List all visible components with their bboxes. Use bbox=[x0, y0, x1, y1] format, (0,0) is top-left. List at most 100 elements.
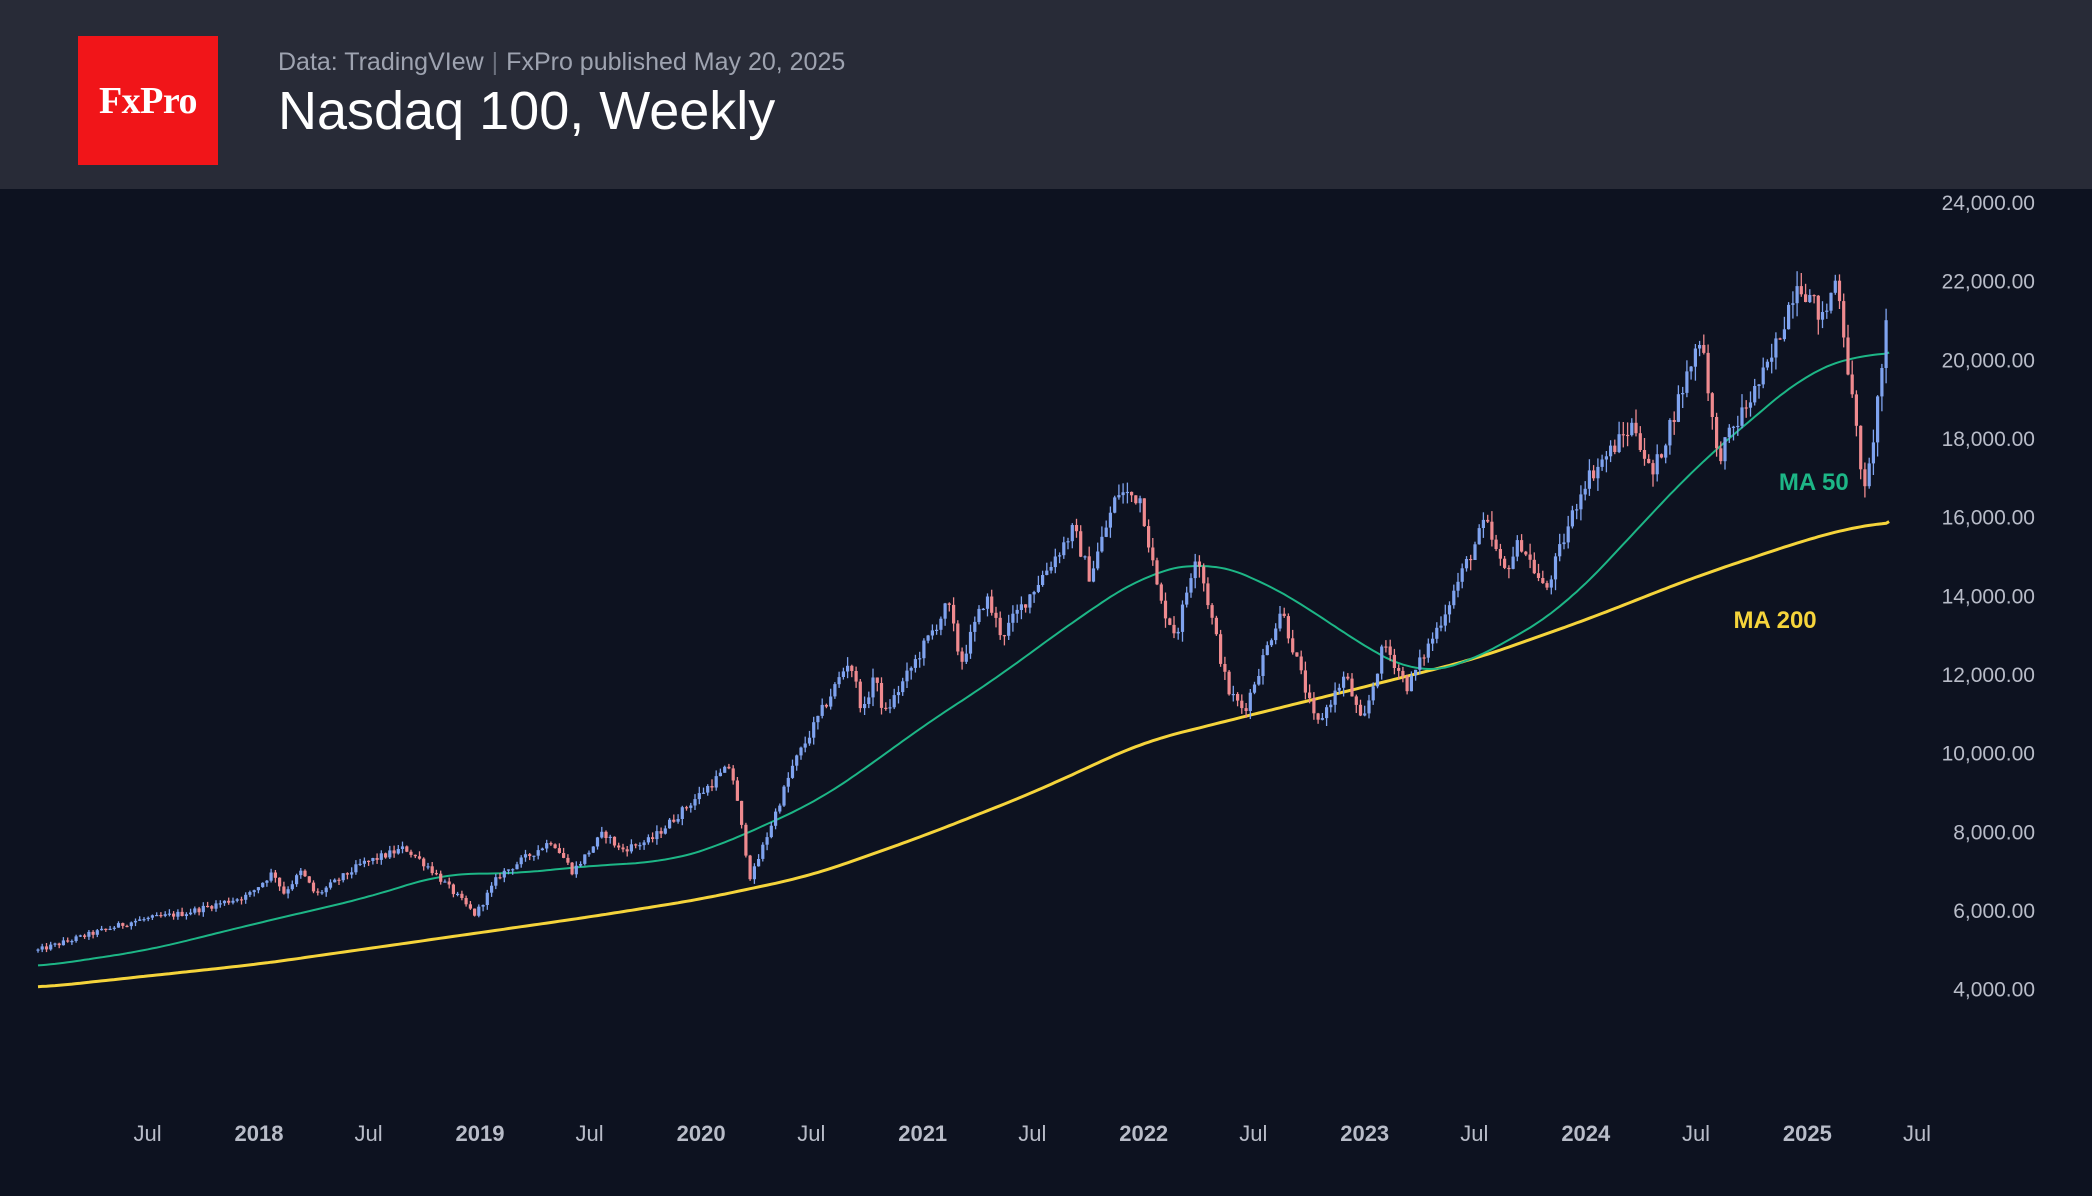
candle-body bbox=[1808, 295, 1812, 303]
candle-body bbox=[769, 825, 773, 838]
candle-body bbox=[477, 906, 481, 916]
candle-body bbox=[803, 743, 807, 748]
candle-body bbox=[167, 913, 171, 915]
candle-body bbox=[1380, 646, 1384, 674]
candle-body bbox=[1494, 539, 1498, 549]
candle-body bbox=[985, 596, 990, 609]
candle-body bbox=[977, 608, 981, 622]
candle-body bbox=[1829, 292, 1833, 311]
candle-body bbox=[1469, 559, 1473, 561]
price-chart[interactable]: MA 50 MA 200 24,000.00 22,000.00 20,000.00 1… bbox=[0, 189, 2092, 1196]
candle-body bbox=[316, 891, 320, 893]
candle-body bbox=[574, 865, 578, 875]
candle-body bbox=[121, 923, 125, 926]
candle-body bbox=[1066, 541, 1070, 543]
candle-body bbox=[714, 776, 718, 788]
x-tick-label: Jul bbox=[797, 1121, 825, 1146]
candle-body bbox=[744, 824, 748, 856]
candle-body bbox=[659, 831, 663, 834]
candle-body bbox=[545, 843, 549, 849]
candle-body bbox=[1172, 624, 1176, 634]
candle-body bbox=[1570, 510, 1574, 527]
candle-body bbox=[1278, 613, 1282, 629]
candle-body bbox=[858, 681, 862, 709]
candle-body bbox=[1647, 458, 1651, 464]
x-tick-label: Jul bbox=[134, 1121, 162, 1146]
candle-body bbox=[184, 914, 188, 916]
candle-body bbox=[439, 873, 443, 882]
ma200-label: MA 200 bbox=[1734, 607, 1817, 634]
candle-body bbox=[163, 914, 167, 916]
candle-body bbox=[248, 892, 252, 895]
candle-body bbox=[1100, 536, 1104, 552]
candle-body bbox=[795, 755, 799, 766]
candle-body bbox=[1464, 559, 1469, 569]
candle-body bbox=[1392, 654, 1396, 668]
candle-body bbox=[193, 908, 197, 913]
candle-body bbox=[303, 870, 307, 877]
candle-body bbox=[642, 842, 646, 846]
candle-body bbox=[1312, 698, 1316, 714]
candle-body bbox=[485, 892, 489, 905]
candle-body bbox=[53, 943, 57, 945]
candle-body bbox=[841, 671, 845, 677]
candle-body bbox=[930, 630, 934, 636]
candle-body bbox=[1070, 525, 1074, 542]
y-tick-label: 24,000.00 bbox=[1942, 192, 2035, 215]
candle-body bbox=[1744, 407, 1748, 409]
candle-body bbox=[964, 653, 968, 662]
candle-body bbox=[1473, 544, 1477, 560]
ma50-line bbox=[37, 351, 1890, 967]
candle-body bbox=[1354, 696, 1358, 705]
candle-body bbox=[108, 928, 112, 930]
candle-body bbox=[172, 913, 176, 917]
candle-body bbox=[706, 786, 710, 793]
candle-body bbox=[1715, 417, 1719, 449]
candle-body bbox=[528, 854, 532, 856]
candle-body bbox=[638, 845, 642, 847]
chart-header: FxPro Data: TradingVIew | FxPro published … bbox=[0, 0, 2092, 189]
candle-body bbox=[1553, 556, 1558, 580]
candle-body bbox=[1159, 584, 1163, 601]
logo-text: FxPro bbox=[98, 79, 198, 122]
candle-body bbox=[1850, 374, 1854, 395]
candle-body bbox=[608, 836, 612, 838]
candle-body bbox=[392, 850, 396, 854]
candle-body bbox=[1032, 592, 1036, 595]
candle-body bbox=[871, 677, 875, 698]
candle-body bbox=[1041, 575, 1045, 585]
candle-body bbox=[1397, 668, 1401, 671]
candle-body bbox=[1091, 568, 1096, 582]
candle-body bbox=[1151, 547, 1155, 561]
candle-body bbox=[87, 931, 91, 937]
chart-area bbox=[0, 189, 2092, 1196]
candle-body bbox=[1346, 676, 1350, 679]
candle-body bbox=[1528, 554, 1532, 560]
candle-body bbox=[1219, 634, 1223, 664]
candle-body bbox=[689, 805, 693, 808]
candle-body bbox=[1545, 583, 1549, 588]
candle-body bbox=[1083, 556, 1087, 558]
candle-body bbox=[549, 843, 553, 845]
candle-body bbox=[231, 900, 235, 903]
candle-body bbox=[400, 846, 405, 849]
candle-body bbox=[375, 858, 379, 860]
candle-body bbox=[600, 831, 604, 838]
candle-body bbox=[464, 898, 468, 905]
candle-body bbox=[74, 936, 78, 941]
candle-body bbox=[1058, 555, 1062, 557]
candle-body bbox=[1833, 280, 1837, 293]
candle-body bbox=[1011, 613, 1015, 623]
candle-body bbox=[341, 873, 345, 881]
candle-body bbox=[1812, 295, 1816, 297]
candle-body bbox=[1104, 527, 1108, 537]
candle-body bbox=[1604, 456, 1608, 460]
candle-body bbox=[905, 670, 909, 682]
candle-body bbox=[956, 623, 960, 652]
candle-body bbox=[1223, 664, 1227, 672]
candle-body bbox=[1753, 386, 1757, 403]
candle-body bbox=[1002, 635, 1006, 637]
candle-body bbox=[1782, 329, 1786, 340]
candle-body bbox=[1884, 320, 1888, 368]
candle-body bbox=[468, 904, 472, 909]
